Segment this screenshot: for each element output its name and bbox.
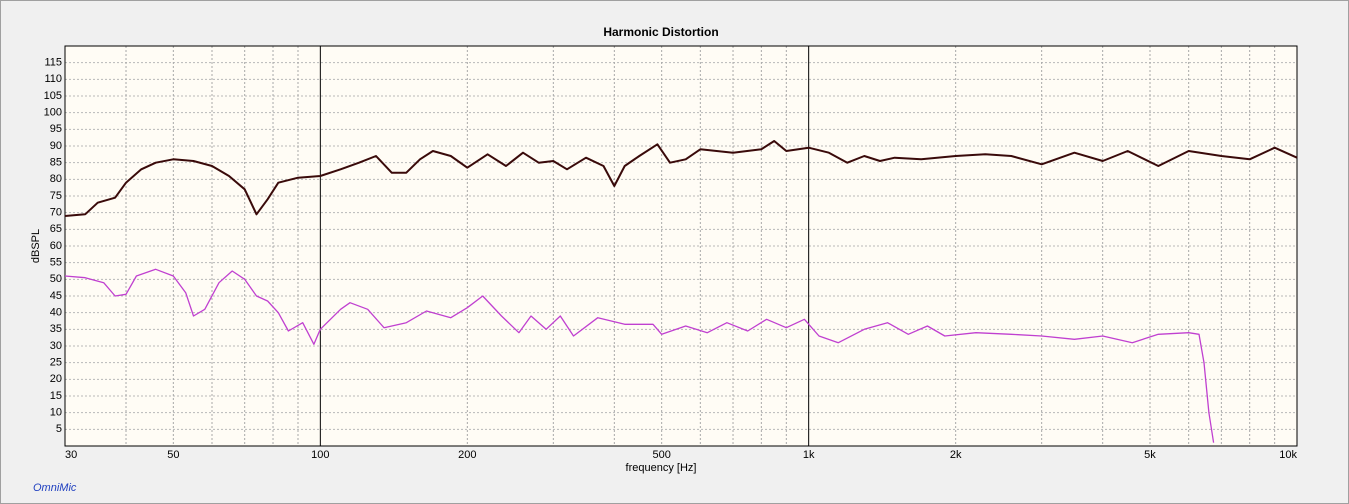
y-tick-label: 110 xyxy=(44,73,62,85)
y-tick-label: 70 xyxy=(50,207,62,219)
x-axis-label: frequency [Hz] xyxy=(626,462,697,474)
y-tick-label: 50 xyxy=(50,273,62,285)
x-tick-label: 500 xyxy=(652,449,670,461)
x-tick-label: 100 xyxy=(311,449,329,461)
x-tick-label: 200 xyxy=(458,449,476,461)
y-tick-label: 100 xyxy=(44,107,62,119)
y-axis-label: dBSPL xyxy=(30,229,42,263)
y-tick-label: 10 xyxy=(50,407,62,419)
y-tick-label: 80 xyxy=(50,173,62,185)
y-tick-label: 25 xyxy=(50,357,62,369)
y-tick-label: 90 xyxy=(50,140,62,152)
y-tick-label: 60 xyxy=(50,240,62,252)
y-tick-label: 95 xyxy=(50,123,62,135)
y-tick-label: 65 xyxy=(50,223,62,235)
y-tick-label: 15 xyxy=(50,390,62,402)
y-tick-label: 30 xyxy=(50,340,62,352)
x-tick-label: 5k xyxy=(1144,449,1156,461)
y-tick-label: 40 xyxy=(50,307,62,319)
plot-border xyxy=(64,45,1298,447)
y-tick-label: 45 xyxy=(50,290,62,302)
chart-title: Harmonic Distortion xyxy=(603,25,718,39)
y-tick-label: 35 xyxy=(50,323,62,335)
x-tick-label: 2k xyxy=(950,449,962,461)
y-tick-label: 115 xyxy=(44,57,62,69)
y-tick-label: 20 xyxy=(50,373,62,385)
data-line xyxy=(64,268,1215,443)
footer-brand: OmniMic xyxy=(33,482,77,494)
y-tick-label: 55 xyxy=(50,257,62,269)
x-tick-label: 50 xyxy=(167,449,179,461)
y-tick-label: 85 xyxy=(50,157,62,169)
y-tick-label: 75 xyxy=(50,190,62,202)
x-tick-label: 1k xyxy=(803,449,815,461)
x-tick-label: 10k xyxy=(1279,449,1297,461)
y-tick-label: 105 xyxy=(44,90,62,102)
y-tick-label: 5 xyxy=(56,423,62,435)
data-line xyxy=(64,140,1298,217)
x-tick-label: 30 xyxy=(65,449,77,461)
